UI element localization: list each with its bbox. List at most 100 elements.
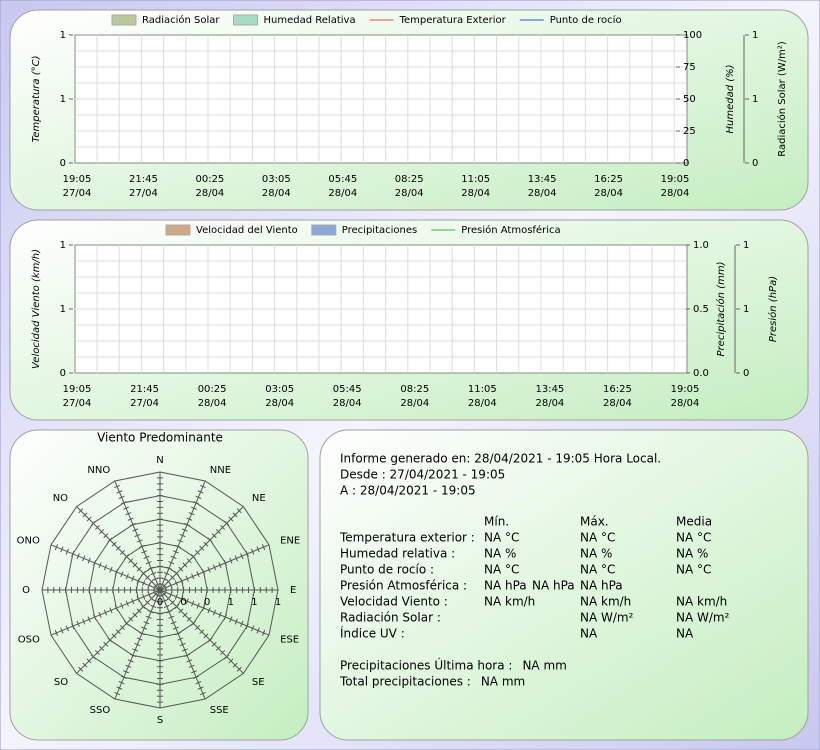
rose-tick (92, 559, 97, 566)
x-tick-label: 03:05 (262, 174, 291, 185)
x-tick-label: 28/04 (461, 188, 490, 199)
rose-tick (212, 609, 217, 616)
rose-tick (229, 616, 233, 623)
rose-tick (124, 554, 130, 560)
x-tick-label: 28/04 (328, 188, 357, 199)
rose-tick (240, 553, 244, 560)
row-label: Índice UV : (340, 626, 405, 641)
legend-label: Temperatura Exterior (399, 15, 507, 26)
y-tick-label: 75 (683, 62, 696, 73)
rose-tick (178, 608, 184, 614)
rose-tick (261, 629, 266, 636)
rose-tick (143, 555, 150, 559)
axis-label: Temperatura (°C) (31, 56, 42, 143)
rose-tick (124, 620, 130, 626)
rose-tick (54, 544, 59, 551)
legend-label: Precipitaciones (342, 225, 417, 236)
direction-label: NNO (87, 465, 110, 476)
cell: NA °C (676, 563, 711, 577)
cell: NA km/h (580, 595, 631, 609)
rose-tick (134, 533, 141, 538)
rose-tick (125, 512, 132, 516)
direction-label: SSE (210, 705, 229, 716)
direction-label: E (290, 585, 296, 596)
rose-tick (65, 548, 69, 555)
rain-value: NA mm (522, 659, 566, 673)
x-tick-label: 28/04 (468, 398, 497, 409)
y-tick-label: 100 (683, 30, 702, 41)
rose-tick (131, 598, 135, 605)
rose-tick (82, 555, 86, 562)
x-tick-label: 27/04 (129, 188, 158, 199)
rose-tick (94, 524, 100, 530)
cell: NA % (676, 547, 708, 561)
row-label: Radiación Solar : (340, 611, 441, 625)
cell: NA °C (580, 531, 615, 545)
y-tick-label: 0 (683, 158, 689, 169)
column-header: Mín. (484, 515, 509, 529)
rose-tick (99, 529, 105, 535)
rose-tick (163, 572, 170, 576)
report-line: A : 28/04/2021 - 19:05 (340, 484, 476, 498)
direction-label: ESE (280, 635, 299, 646)
rose-tick (120, 675, 127, 679)
y-tick-label: 0.5 (693, 304, 709, 315)
rose-tick (143, 621, 150, 625)
x-tick-label: 28/04 (671, 398, 700, 409)
y-tick-label: 1.0 (693, 240, 709, 251)
column-header: Máx. (580, 515, 609, 529)
legend-label: Humedad Relativa (264, 15, 356, 26)
axis-label: Precipitación (mm) (715, 262, 727, 357)
rose-tick (168, 615, 175, 619)
cell: NA °C (484, 563, 519, 577)
cell: NA °C (484, 531, 519, 545)
row-label: Punto de rocío : (340, 563, 434, 577)
rose-tick (195, 549, 201, 555)
cell: NA km/h (484, 595, 535, 609)
rose-tick (166, 566, 172, 570)
rose-tick (180, 578, 184, 584)
ring-label: 0 (204, 597, 210, 608)
y-tick-label: 0.0 (693, 368, 709, 379)
rose-tick (141, 550, 148, 554)
x-tick-label: 28/04 (265, 398, 294, 409)
cell: NA °C (676, 531, 711, 545)
rose-tick (78, 666, 84, 672)
rose-tick (172, 626, 179, 630)
rose-tick (186, 558, 192, 564)
legend-label: Presión Atmosférica (461, 224, 560, 236)
rose-tick (109, 566, 113, 573)
rose-tick (229, 557, 233, 564)
rose-tick (215, 529, 221, 535)
rose-tick (203, 541, 209, 547)
rose-tick (251, 548, 255, 555)
rose-tick (132, 648, 139, 652)
rose-tick (103, 533, 109, 539)
rose-tick (132, 562, 138, 568)
rose-tick (224, 520, 230, 526)
rose-tick (150, 572, 157, 576)
row-label: Humedad relativa : (340, 547, 455, 561)
rose-tick (60, 627, 64, 634)
rose-tick (65, 625, 69, 632)
rose-tick (234, 618, 238, 625)
rose-tick (128, 616, 134, 622)
rose-tick (148, 566, 154, 570)
x-tick-label: 16:25 (603, 384, 632, 395)
rose-title: Viento Predominante (97, 431, 223, 445)
x-tick-label: 08:25 (400, 384, 429, 395)
rose-tick (201, 568, 206, 575)
rose-tick (163, 604, 170, 608)
rose-tick (129, 522, 136, 527)
x-tick-label: 27/04 (63, 398, 92, 409)
rose-tick (103, 609, 108, 616)
rose-tick (103, 564, 108, 571)
rose-tick (223, 614, 228, 621)
x-tick-label: 28/04 (603, 398, 632, 409)
rose-tick (196, 602, 200, 609)
x-tick-label: 08:25 (395, 174, 424, 185)
y-tick-label: 25 (683, 126, 696, 137)
rose-tick (154, 582, 161, 587)
legend-swatch (233, 14, 259, 26)
x-tick-label: 05:45 (328, 174, 357, 185)
